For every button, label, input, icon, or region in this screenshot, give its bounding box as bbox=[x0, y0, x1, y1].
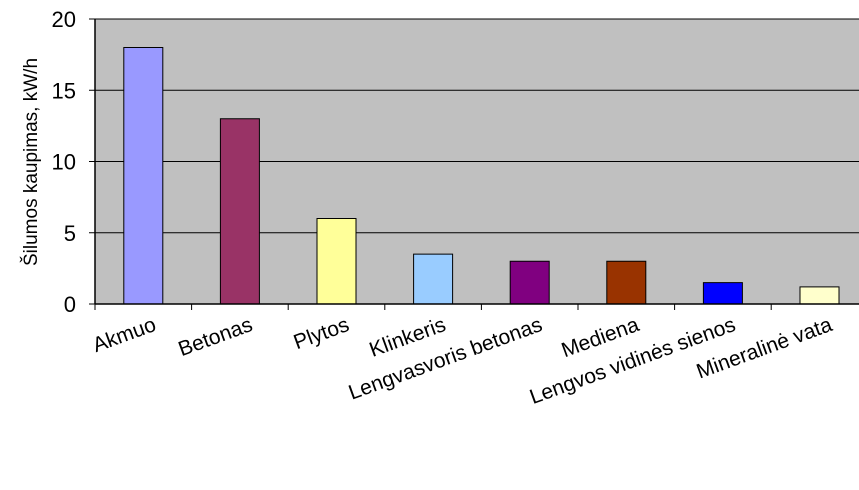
bar bbox=[316, 218, 357, 305]
x-category-label: Betonas bbox=[175, 313, 255, 361]
x-category-labels: Akmuo Betonas Plytos KlinkerisLengvasvoris … bbox=[90, 313, 836, 409]
y-tick-labels: 0 5 10 15 20 bbox=[52, 7, 76, 317]
x-category-label: Plytos bbox=[291, 313, 353, 354]
y-axis-title: Šilumos kaupimas, kW/h bbox=[20, 58, 42, 266]
y-tick-label: 5 bbox=[64, 221, 76, 246]
bar bbox=[219, 118, 260, 305]
x-category-label: Akmuo bbox=[90, 313, 159, 357]
bar bbox=[123, 47, 164, 305]
bar bbox=[413, 253, 454, 305]
y-tick-label: 20 bbox=[52, 7, 76, 32]
bar bbox=[509, 260, 550, 305]
axes bbox=[89, 18, 859, 310]
bar bbox=[702, 282, 743, 305]
y-tick-label: 15 bbox=[52, 78, 76, 103]
y-tick-label: 0 bbox=[64, 292, 76, 317]
y-tick-label: 10 bbox=[52, 150, 76, 175]
bar bbox=[606, 260, 647, 305]
bar bbox=[799, 286, 840, 305]
